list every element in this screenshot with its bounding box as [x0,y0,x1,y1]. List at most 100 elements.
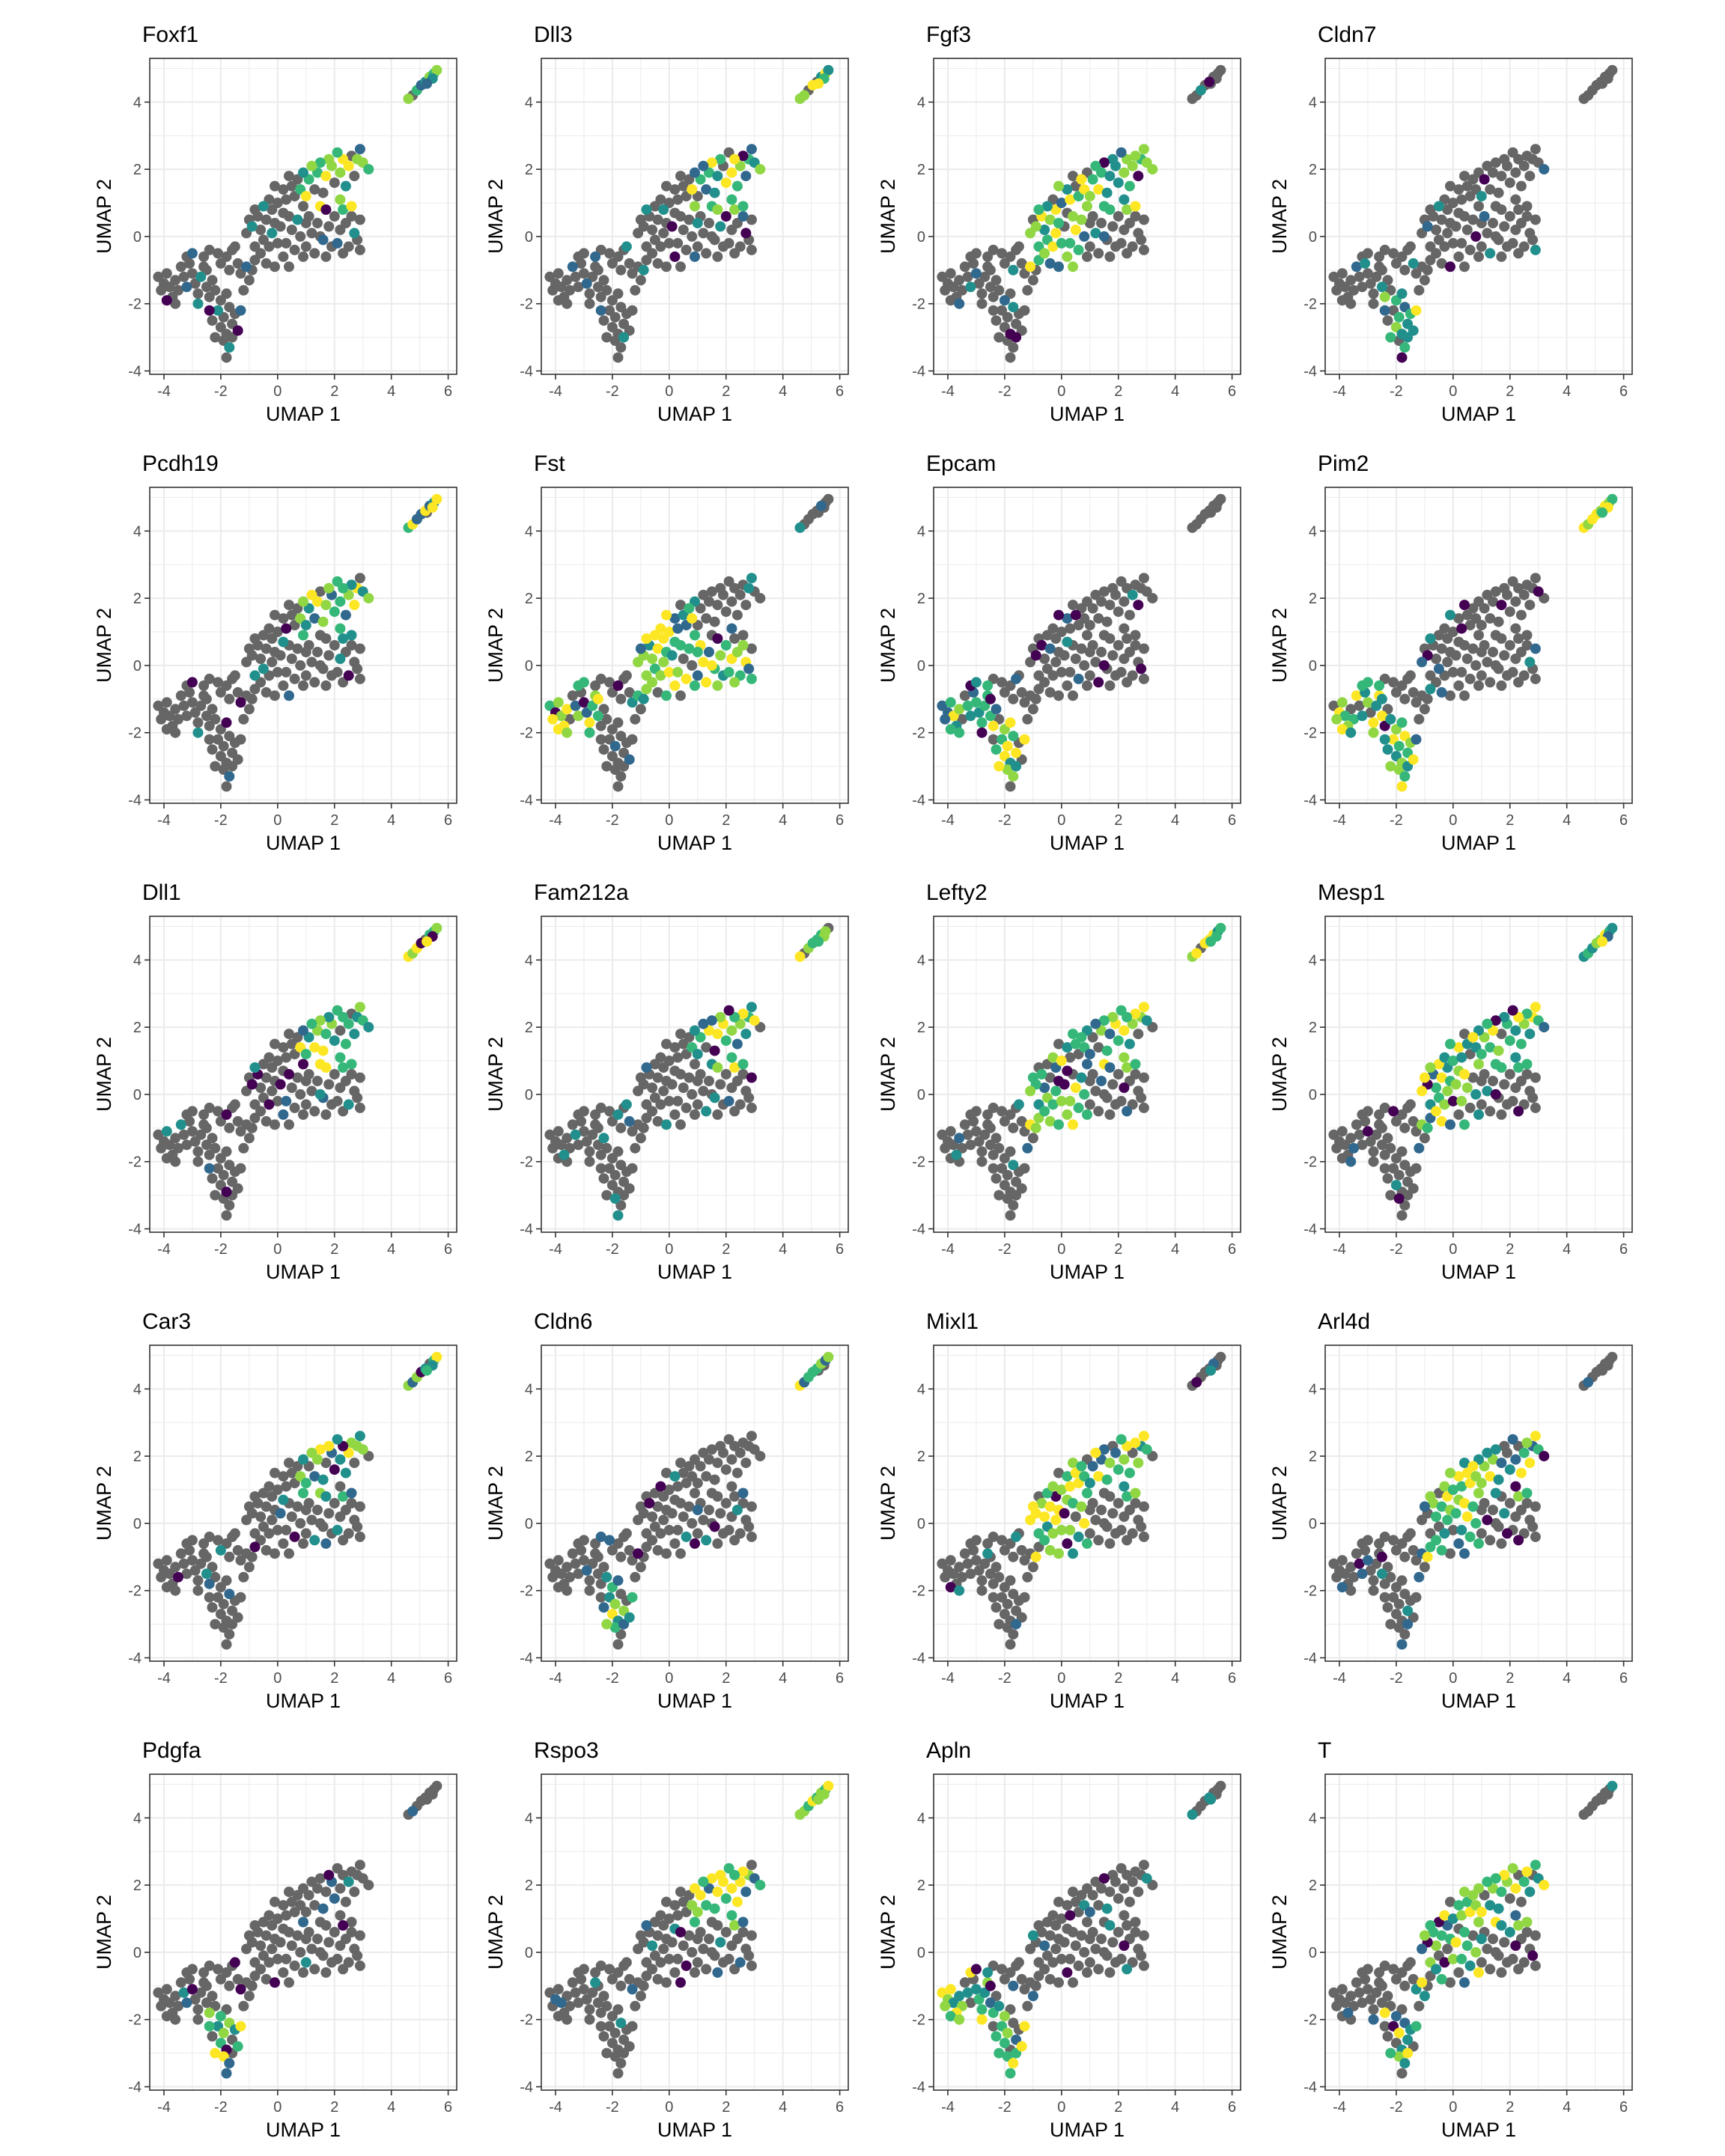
cell-point [584,1585,595,1596]
cell-point [1368,288,1379,299]
y-tick-label: 2 [525,162,533,178]
cell-point [624,2041,635,2052]
plot-title: T [1318,1738,1331,1763]
cell-point [270,1548,280,1559]
cell-point-expressed [1530,1431,1541,1442]
cell-point-expressed [567,261,578,272]
cell-point [1382,1602,1393,1613]
panel-background [541,487,848,803]
y-tick-label: 2 [1309,162,1317,178]
cell-point-expressed [278,1494,289,1505]
x-tick-label: 4 [1171,2099,1179,2116]
cell-point [704,218,714,228]
cell-point [255,1082,267,1093]
cell-point [997,248,1008,259]
cell-point [615,2058,627,2069]
cell-point [1467,1930,1479,1941]
cell-point-expressed [1393,311,1405,323]
cell-point [945,295,956,306]
cell-point [1399,693,1411,704]
cell-point [1490,586,1501,597]
cell-point [666,1937,678,1948]
cell-point-expressed [1039,1511,1050,1522]
cell-point [281,1052,292,1063]
cell-point [962,1558,973,1569]
cell-point-expressed [709,1092,720,1103]
cell-point [314,1873,326,1884]
cell-point-expressed [1056,1524,1067,1535]
cell-point-expressed [1011,1531,1022,1542]
y-tick-label: 4 [1309,523,1317,540]
cell-point-expressed [1122,1964,1133,1975]
cell-point-expressed [1402,1605,1414,1616]
x-tick-label: -4 [1333,812,1346,829]
cell-point-expressed [270,1977,280,1988]
cell-point [232,1115,243,1127]
y-tick-label: 0 [525,1945,533,1961]
cell-point-expressed [726,1025,737,1036]
cell-point-expressed [1453,1900,1464,1911]
x-tick-label: 4 [1563,383,1571,400]
x-tick-label: 0 [665,383,673,400]
cell-point-expressed [1425,633,1436,644]
y-tick-label: 0 [917,1087,925,1103]
cell-point [652,258,663,269]
cell-point [186,1126,198,1137]
cell-point [1047,670,1059,681]
cell-point-expressed [729,1920,740,1931]
cell-point [1499,1937,1510,1948]
cell-point-expressed [592,693,603,704]
cell-point [1530,144,1541,155]
cell-point-expressed [692,670,703,681]
cell-point-expressed [1065,1481,1076,1492]
cell-point [743,1950,755,1961]
cell-point [1510,596,1521,607]
cell-point [1336,1555,1348,1566]
cell-point [1044,686,1056,698]
cell-point [701,613,712,624]
cell-point [1388,248,1399,259]
panel-background [150,58,457,374]
cell-point [1431,248,1442,259]
cell-point [624,1973,635,1985]
cell-point-expressed [1482,1447,1493,1458]
cell-point-expressed [627,1984,638,1995]
cell-point-expressed [1399,771,1411,782]
cell-point [1530,1102,1541,1113]
cell-point [264,1052,275,1063]
cell-point [652,686,663,698]
cell-point-expressed [1436,686,1447,698]
cell-point-expressed [627,1592,638,1603]
cell-point [261,1973,272,1985]
cell-point [655,194,666,205]
cell-point [698,228,709,239]
cell-point-expressed [1141,1015,1152,1026]
cell-point [261,1072,272,1083]
y-tick-label: 0 [917,229,925,246]
cell-point-expressed [320,1062,332,1073]
cell-point [578,248,589,259]
cell-point-expressed [1521,1437,1533,1449]
cell-point-expressed [1459,600,1470,611]
cell-point-expressed [1050,1085,1062,1097]
cell-point [335,1481,346,1492]
x-axis-title: UMAP 1 [657,832,732,854]
cell-point-expressed [1084,191,1095,202]
cell-point [1507,1953,1518,1964]
y-tick-label: -4 [128,1222,142,1238]
x-tick-label: 0 [1057,2099,1065,2116]
x-tick-label: -2 [214,1670,228,1687]
cell-point-expressed [1124,1467,1135,1479]
cell-point [988,305,999,316]
cell-point-expressed [1479,211,1490,222]
cell-point-expressed [690,167,700,178]
cell-point [204,244,215,255]
y-tick-label: -2 [1303,1583,1317,1600]
cell-point [1515,1896,1527,1907]
cell-point [661,1038,672,1050]
cell-point-expressed [663,666,675,677]
cell-point-expressed [1439,1052,1450,1063]
cell-point [595,1163,606,1174]
cell-point-expressed [940,713,951,725]
cell-point [658,1514,669,1526]
